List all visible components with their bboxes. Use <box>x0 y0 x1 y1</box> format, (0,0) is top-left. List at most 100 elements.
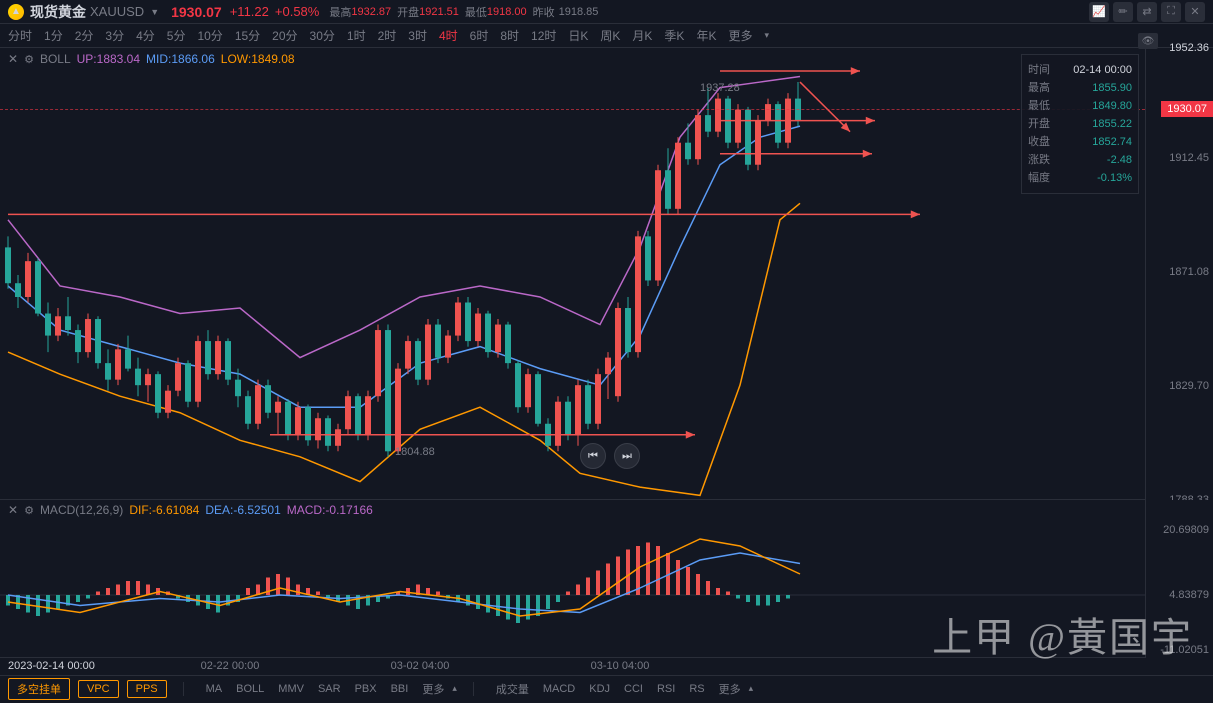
time-label: 03-02 04:00 <box>391 660 450 672</box>
indicator-SAR[interactable]: SAR <box>318 683 341 695</box>
header-tool-3[interactable]: ⛶ <box>1161 2 1181 22</box>
timeframe-30分[interactable]: 30分 <box>310 27 335 44</box>
timeframe-1分[interactable]: 1分 <box>44 27 63 44</box>
current-price-tag: 1930.07 <box>1161 101 1213 117</box>
macd-chart <box>0 500 1145 658</box>
time-label: 03-10 04:00 <box>591 660 650 672</box>
main-chart[interactable]: 👁 1952.361912.451871.081829.701788.33193… <box>0 48 1213 500</box>
header-tools: 📈✏⇄⛶✕ <box>1089 2 1205 22</box>
step-forward-button[interactable]: ⏭ <box>614 443 640 469</box>
indicator-PBX[interactable]: PBX <box>355 683 377 695</box>
price-annotation: 1937.28 <box>700 82 740 94</box>
indicator-MACD[interactable]: MACD <box>543 683 575 695</box>
ohlc-row: 收盘1852.74 <box>1028 133 1132 151</box>
indicator-成交量[interactable]: 成交量 <box>496 681 529 697</box>
timeframe-日K[interactable]: 日K <box>568 27 588 44</box>
footer-button-多空挂单[interactable]: 多空挂单 <box>8 678 70 700</box>
close-icon[interactable]: ✕ <box>8 52 18 66</box>
indicator-CCI[interactable]: CCI <box>624 683 643 695</box>
boll-indicator-bar: ✕ ⚙ BOLL UP:1883.04 MID:1866.06 LOW:1849… <box>0 48 303 70</box>
indicator-BBI[interactable]: BBI <box>391 683 409 695</box>
header-tool-1[interactable]: ✏ <box>1113 2 1133 22</box>
timeframe-3分[interactable]: 3分 <box>105 27 124 44</box>
macd-val: MACD:-0.17166 <box>287 503 373 517</box>
footer-button-PPS[interactable]: PPS <box>127 680 167 698</box>
timeframe-20分[interactable]: 20分 <box>272 27 297 44</box>
gear-icon[interactable]: ⚙ <box>24 504 34 517</box>
header-tool-4[interactable]: ✕ <box>1185 2 1205 22</box>
open-value: 1921.51 <box>419 6 459 18</box>
indicator-BOLL[interactable]: BOLL <box>236 683 264 695</box>
axis-label: 1912.45 <box>1169 152 1209 164</box>
indicator-更多[interactable]: 更多 <box>719 681 741 697</box>
timeframe-更多[interactable]: 更多 <box>728 27 752 44</box>
timeframe-2时[interactable]: 2时 <box>378 27 397 44</box>
indicator-更多[interactable]: 更多 <box>422 681 444 697</box>
timeframe-季K[interactable]: 季K <box>664 27 684 44</box>
gold-icon: ▲ <box>8 4 24 20</box>
indicator-MA[interactable]: MA <box>206 683 223 695</box>
timeframe-15分[interactable]: 15分 <box>235 27 260 44</box>
footer-bar: 多空挂单VPCPPSMABOLLMMVSARPBXBBI更多▴成交量MACDKD… <box>0 676 1213 701</box>
low-label: 最低 <box>465 4 487 20</box>
close-icon[interactable]: ✕ <box>8 503 18 517</box>
price-axis[interactable]: 1952.361912.451871.081829.701788.331930.… <box>1145 48 1213 500</box>
timeframe-周K[interactable]: 周K <box>600 27 620 44</box>
boll-up: UP:1883.04 <box>77 52 140 66</box>
gear-icon[interactable]: ⚙ <box>24 53 34 66</box>
ohlc-tooltip: 时间02-14 00:00最高1855.90最低1849.80开盘1855.22… <box>1021 54 1139 194</box>
high-label: 最高 <box>329 4 351 20</box>
time-label: 02-22 00:00 <box>201 660 260 672</box>
macd-axis-label: 20.69809 <box>1163 524 1209 536</box>
axis-label: 1871.08 <box>1169 266 1209 278</box>
step-back-button[interactable]: ⏮ <box>580 443 606 469</box>
low-value: 1918.00 <box>487 6 527 18</box>
playback-controls: ⏮ ⏭ <box>580 443 640 469</box>
timeframe-年K[interactable]: 年K <box>696 27 716 44</box>
indicator-RS[interactable]: RS <box>689 683 704 695</box>
boll-low: LOW:1849.08 <box>221 52 295 66</box>
macd-dif: DIF:-6.61084 <box>129 503 199 517</box>
boll-mid: MID:1866.06 <box>146 52 215 66</box>
indicator-KDJ[interactable]: KDJ <box>589 683 610 695</box>
footer-button-VPC[interactable]: VPC <box>78 680 119 698</box>
time-axis[interactable]: 2023-02-14 00:00 02-22 00:00 03-02 04:00 0… <box>0 658 1213 676</box>
ohlc-row: 最高1855.90 <box>1028 79 1132 97</box>
last-price: 1930.07 <box>171 4 222 20</box>
timeframe-4时[interactable]: 4时 <box>439 27 458 44</box>
open-label: 开盘 <box>397 4 419 20</box>
symbol-dropdown-icon[interactable]: ▼ <box>150 7 159 17</box>
timeframe-月K[interactable]: 月K <box>632 27 652 44</box>
timeframe-3时[interactable]: 3时 <box>408 27 427 44</box>
price-change: +11.22 <box>230 4 269 19</box>
macd-axis-label: 4.83879 <box>1169 589 1209 601</box>
ohlc-row: 涨跌-2.48 <box>1028 151 1132 169</box>
timeframe-6时[interactable]: 6时 <box>470 27 489 44</box>
macd-panel[interactable]: ✕ ⚙ MACD(12,26,9) DIF:-6.61084 DEA:-6.52… <box>0 500 1213 658</box>
indicator-MMV[interactable]: MMV <box>278 683 304 695</box>
timeframe-1时[interactable]: 1时 <box>347 27 366 44</box>
price-dotted-line <box>0 109 1145 110</box>
macd-dea: DEA:-6.52501 <box>205 503 280 517</box>
timeframe-分时[interactable]: 分时 <box>8 27 32 44</box>
header-tool-2[interactable]: ⇄ <box>1137 2 1157 22</box>
macd-axis[interactable]: 20.698094.83879-11.02051 <box>1145 500 1213 658</box>
timeframe-2分[interactable]: 2分 <box>75 27 94 44</box>
price-annotation: 1804.88 <box>395 446 435 458</box>
timeframe-4分[interactable]: 4分 <box>136 27 155 44</box>
symbol-name[interactable]: 现货黄金 <box>30 2 86 22</box>
timeframe-8时[interactable]: 8时 <box>500 27 519 44</box>
timeframe-5分[interactable]: 5分 <box>167 27 186 44</box>
boll-name: BOLL <box>40 52 71 66</box>
time-main: 2023-02-14 00:00 <box>8 660 95 672</box>
macd-header: ✕ ⚙ MACD(12,26,9) DIF:-6.61084 DEA:-6.52… <box>0 500 1213 520</box>
ohlc-row: 幅度-0.13% <box>1028 169 1132 187</box>
high-value: 1932.87 <box>351 6 391 18</box>
indicator-RSI[interactable]: RSI <box>657 683 675 695</box>
axis-label: 1952.36 <box>1169 42 1209 54</box>
timeframe-12时[interactable]: 12时 <box>531 27 556 44</box>
header-tool-0[interactable]: 📈 <box>1089 2 1109 22</box>
eye-icon[interactable]: 👁 <box>1138 33 1158 49</box>
timeframe-10分[interactable]: 10分 <box>197 27 222 44</box>
prev-value: 1918.85 <box>559 6 599 18</box>
